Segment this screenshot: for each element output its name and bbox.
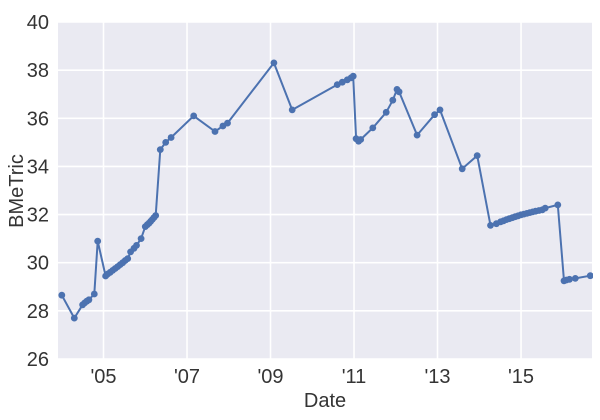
y-tick-label: 26 <box>27 349 49 371</box>
data-point <box>270 59 278 67</box>
data-point <box>554 201 562 209</box>
data-point <box>137 235 145 243</box>
data-point <box>349 72 357 80</box>
x-tick-label: '09 <box>257 366 283 388</box>
data-point <box>431 111 438 119</box>
data-point <box>288 106 296 114</box>
data-point <box>124 255 132 262</box>
y-axis-label: BMeTric <box>6 154 28 228</box>
data-point <box>382 108 390 116</box>
plot-area <box>58 22 592 359</box>
x-tick-label: '07 <box>174 366 200 388</box>
data-point <box>162 139 170 146</box>
data-point <box>94 237 102 245</box>
x-axis-label: Date <box>303 390 347 412</box>
data-point <box>571 275 579 282</box>
y-tick-label: 36 <box>27 108 49 130</box>
data-point <box>413 131 421 139</box>
data-point <box>357 136 365 143</box>
data-point <box>586 272 593 280</box>
data-point <box>473 152 481 160</box>
data-point <box>85 296 93 304</box>
y-tick-label: 28 <box>27 301 49 323</box>
data-point <box>156 146 164 154</box>
data-point <box>541 204 549 212</box>
x-tick-label: '13 <box>424 366 450 388</box>
data-point <box>152 212 160 219</box>
data-point <box>458 165 466 173</box>
x-tick-label: '15 <box>508 366 534 388</box>
data-point <box>58 291 66 299</box>
data-point <box>487 222 494 229</box>
data-point <box>224 119 231 127</box>
data-point <box>369 124 377 132</box>
data-point <box>389 96 397 104</box>
y-tick-label: 32 <box>27 205 49 227</box>
y-tick-label: 30 <box>27 253 49 275</box>
x-tick-label: '11 <box>342 366 367 388</box>
data-point <box>395 88 403 96</box>
data-point <box>211 128 219 135</box>
y-tick-label: 38 <box>27 60 49 82</box>
data-point <box>133 242 140 249</box>
data-point <box>70 314 78 322</box>
data-point <box>190 112 198 120</box>
data-point <box>90 290 98 298</box>
data-point <box>566 275 573 283</box>
y-tick-label: 40 <box>27 12 49 34</box>
bmetric-series <box>58 59 593 322</box>
data-point <box>167 134 175 141</box>
y-tick-label: 34 <box>27 156 49 178</box>
x-tick-label: '05 <box>90 366 116 388</box>
data-point <box>436 106 444 114</box>
